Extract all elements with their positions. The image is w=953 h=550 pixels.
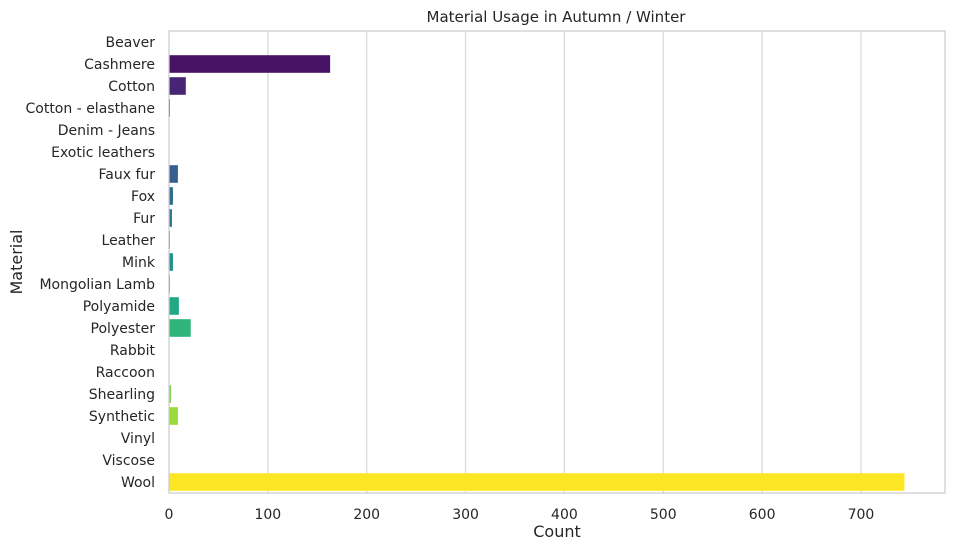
x-axis-label: Count: [533, 522, 581, 541]
y-tick-label: Cotton - elasthane: [25, 101, 155, 117]
y-tick-label: Fox: [131, 189, 155, 205]
y-tick-label: Denim - Jeans: [58, 123, 155, 139]
bar-cashmere: [169, 55, 331, 73]
x-tick-label: 400: [551, 507, 578, 523]
y-tick-label: Synthetic: [89, 409, 155, 425]
chart-title: Material Usage in Autumn / Winter: [427, 8, 687, 26]
bar-fur: [169, 209, 172, 227]
y-tick-label: Rabbit: [110, 343, 156, 359]
x-gridlines: [267, 31, 862, 493]
bar-synthetic: [169, 407, 178, 425]
y-tick-labels: Beaver Cashmere Cotton Cotton - elasthane De…: [25, 35, 155, 491]
y-axis-label: Material: [7, 230, 26, 295]
y-tick-label: Vinyl: [121, 431, 155, 447]
x-tick-label: 300: [452, 507, 479, 523]
bar-faux-fur: [169, 165, 178, 183]
x-tick-label: 500: [650, 507, 677, 523]
x-tick-label: 700: [848, 507, 875, 523]
bar-shearling: [169, 385, 171, 403]
y-tick-label: Wool: [121, 475, 155, 491]
x-tick-label: 100: [254, 507, 281, 523]
y-tick-label: Viscose: [102, 453, 155, 469]
bar-wool: [169, 473, 905, 491]
x-tick-label: 200: [353, 507, 380, 523]
y-tick-label: Polyester: [91, 321, 156, 337]
y-tick-label: Fur: [133, 211, 155, 227]
y-tick-label: Shearling: [89, 387, 155, 403]
bar-mink: [169, 253, 173, 271]
bar-cotton: [169, 77, 186, 95]
bar-fox: [169, 187, 173, 205]
x-tick-label: 0: [165, 507, 174, 523]
bar-polyamide: [169, 297, 179, 315]
bar-polyester: [169, 319, 191, 337]
y-tick-label: Faux fur: [98, 167, 155, 183]
plot-frame: [168, 30, 946, 494]
bars: [169, 55, 905, 491]
y-tick-label: Exotic leathers: [51, 145, 155, 161]
x-tick-labels: 0 100 200 300 400 500 600 700: [165, 507, 875, 523]
y-tick-label: Raccoon: [96, 365, 155, 381]
y-tick-label: Mink: [122, 255, 156, 271]
y-tick-label: Cashmere: [84, 57, 155, 73]
y-tick-label: Polyamide: [83, 299, 155, 315]
y-tick-label: Cotton: [108, 79, 155, 95]
y-tick-label: Beaver: [106, 35, 156, 51]
y-tick-label: Mongolian Lamb: [39, 277, 155, 293]
y-tick-label: Leather: [102, 233, 156, 249]
x-tick-label: 600: [749, 507, 776, 523]
